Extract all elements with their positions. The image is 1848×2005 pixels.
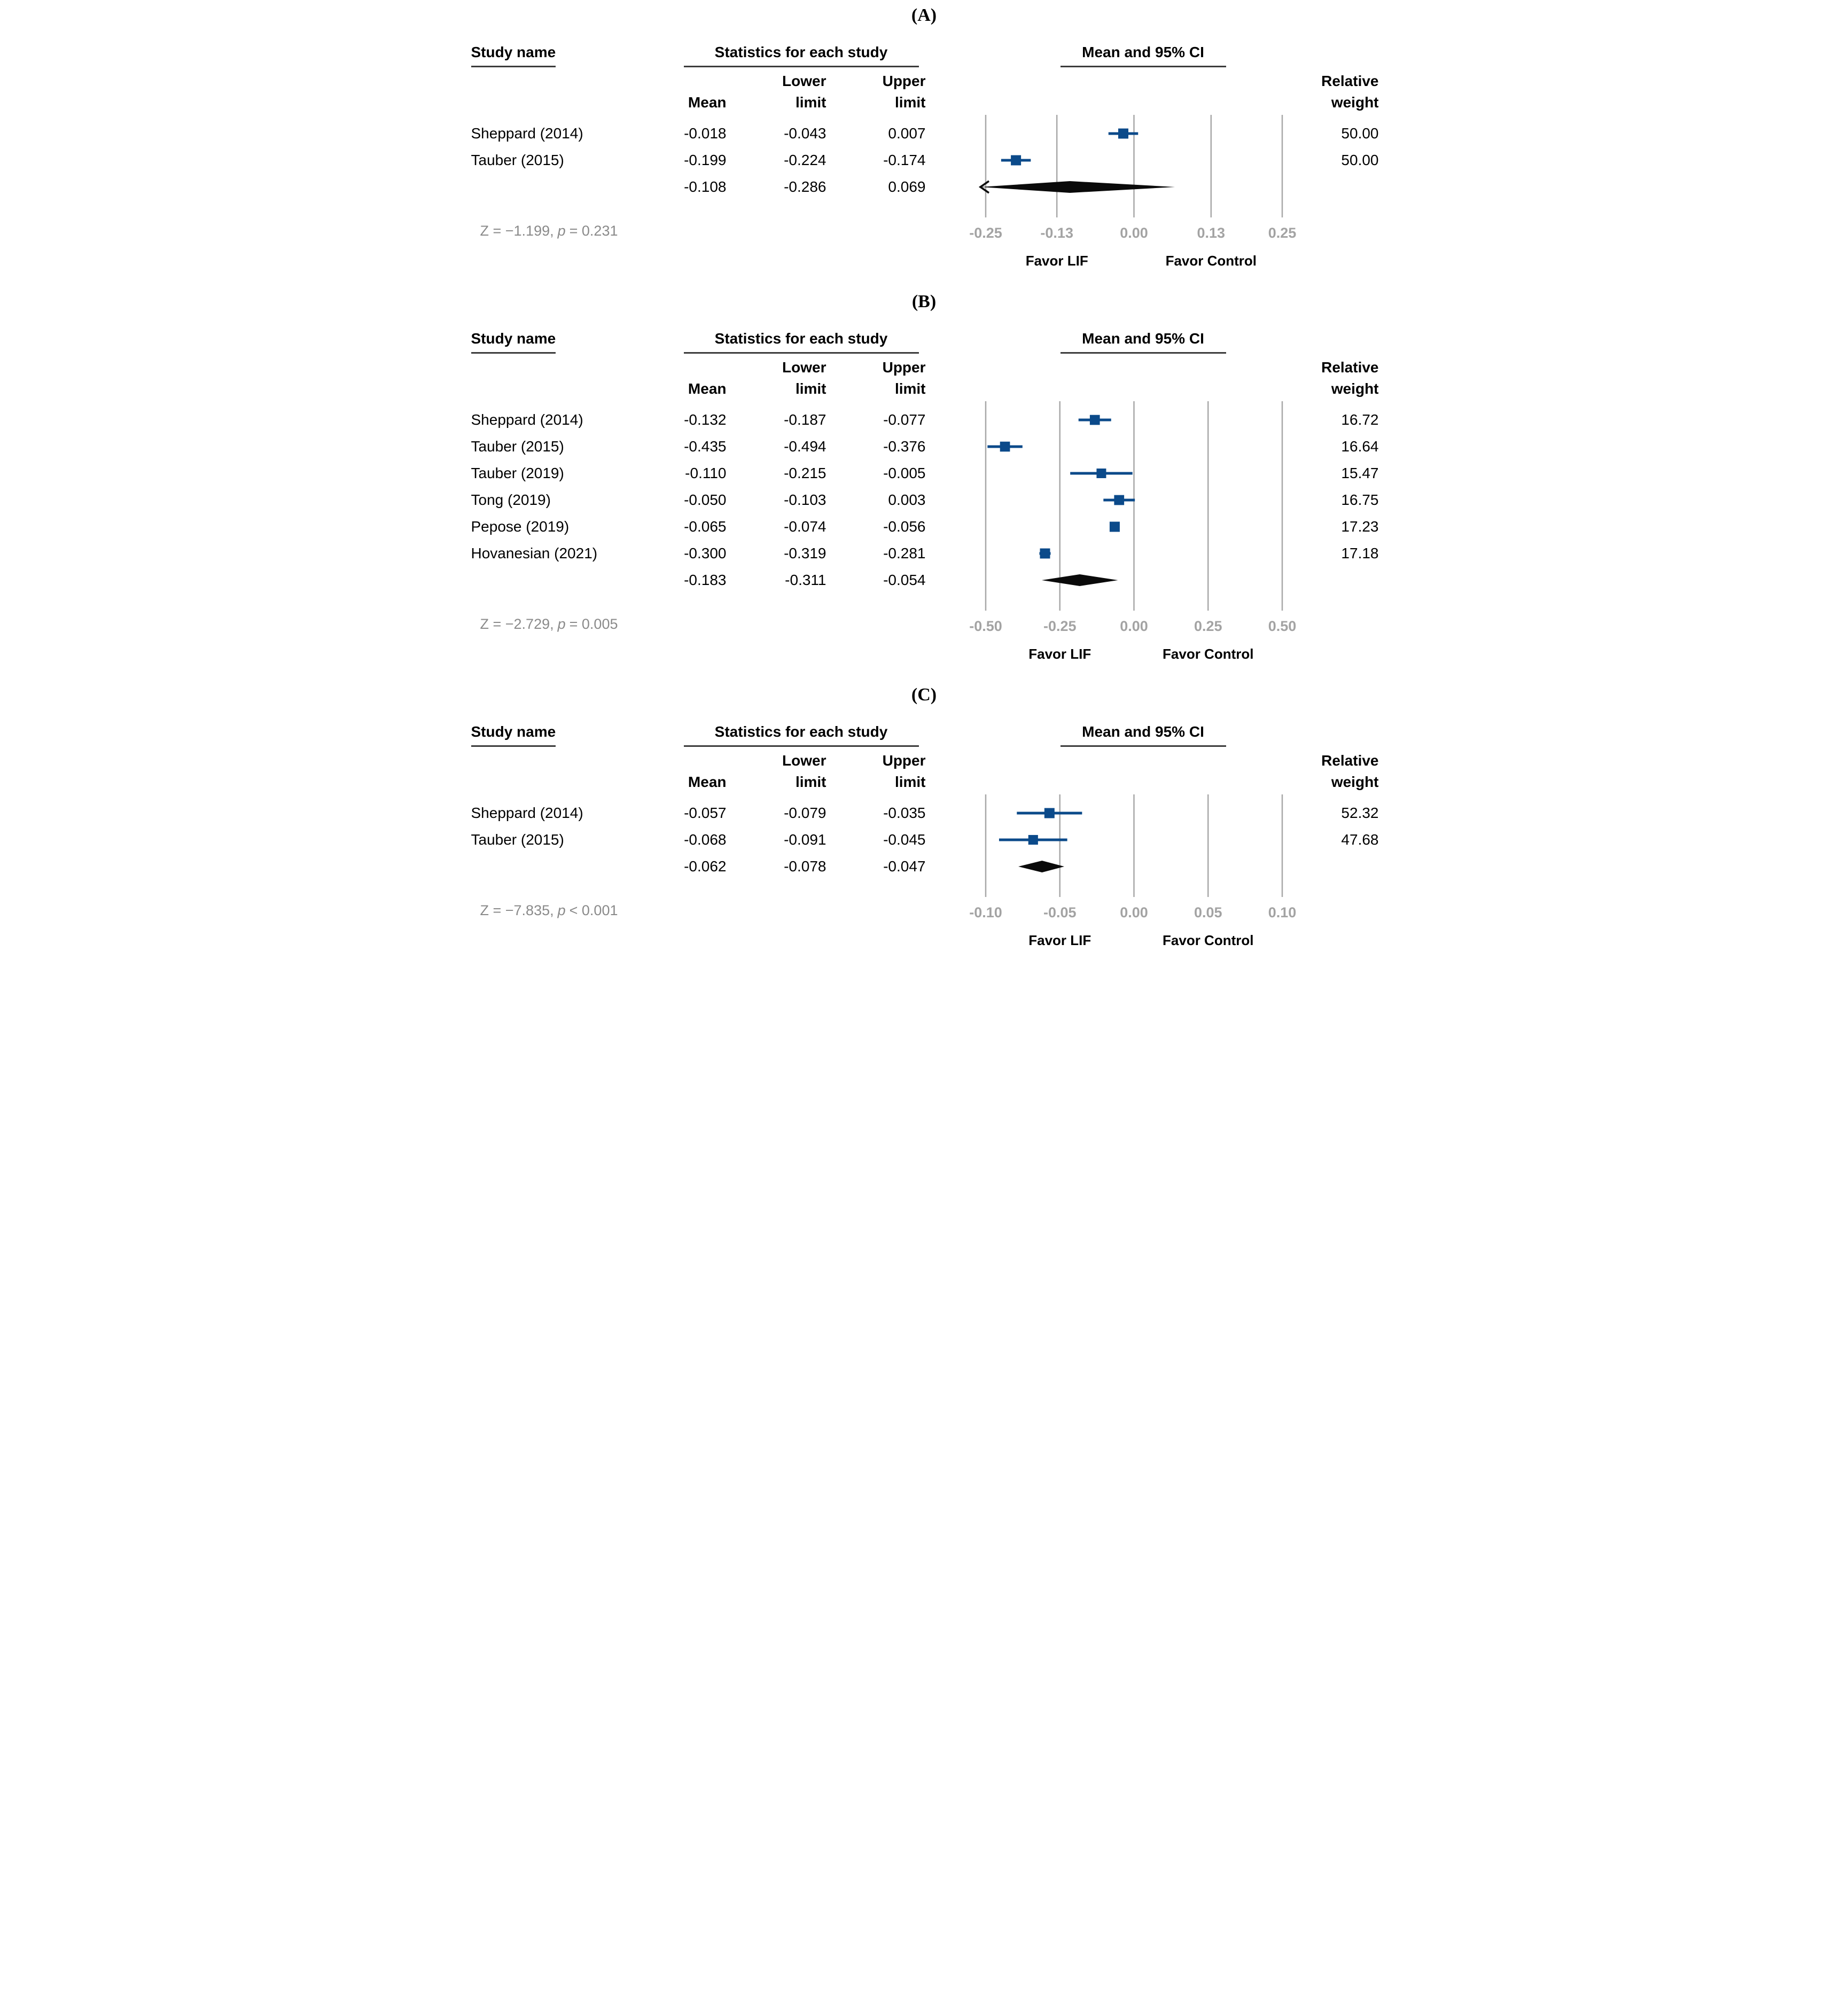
mean-value: -0.132 (684, 411, 727, 428)
lower-limit-value: -0.215 (784, 465, 826, 481)
column-header-statistics: Statistics for each study (683, 44, 919, 67)
panel-label-b: (B) (911, 292, 937, 311)
lower-limit-value: -0.187 (784, 411, 826, 428)
relative-weight-value: 16.64 (1341, 438, 1379, 455)
column-subheader-mean: Mean (688, 380, 727, 397)
lower-limit-value: -0.103 (784, 492, 826, 508)
study-name: Tauber (2015) (471, 152, 564, 168)
study-name: Sheppard (2014) (471, 125, 583, 142)
z-statistic: Z = −1.199, p = 0.231 (480, 223, 618, 239)
table-rows: Sheppard (2014) -0.018 -0.043 0.007 50.00 Tau… (462, 5, 1386, 278)
lower-limit-value: -0.079 (784, 805, 826, 821)
study-name: Tong (2019) (471, 492, 551, 508)
upper-limit-value: -0.376 (883, 438, 926, 455)
summary-upper-value: -0.054 (883, 572, 926, 588)
mean-value: -0.050 (684, 492, 727, 508)
study-name: Tauber (2015) (471, 438, 564, 455)
summary-upper-value: 0.069 (888, 178, 926, 195)
relative-weight-value: 15.47 (1341, 465, 1379, 481)
column-subheader-upper-limit: Upper limit (882, 359, 926, 397)
relative-weight-line2: weight (1331, 94, 1379, 111)
column-header-study-name: Study name (471, 723, 556, 747)
relative-weight-value: 50.00 (1341, 125, 1379, 142)
column-subheader-upper-limit: Upper limit (882, 752, 926, 790)
column-subheader-mean: Mean (688, 94, 727, 111)
lower-limit-value: -0.224 (784, 152, 826, 168)
lower-limit-value: -0.494 (784, 438, 826, 455)
table-rows: Sheppard (2014) -0.132 -0.187 -0.077 16.72 Ta… (462, 292, 1386, 671)
column-header-mean-95ci: Mean and 95% CI (1060, 330, 1226, 354)
summary-lower-value: -0.286 (784, 178, 826, 195)
mean-value: -0.199 (684, 152, 727, 168)
summary-mean-value: -0.108 (684, 178, 727, 195)
mean-value: -0.065 (684, 518, 727, 535)
upper-limit-value: -0.077 (883, 411, 926, 428)
relative-weight-value: 52.32 (1341, 805, 1379, 821)
relative-weight-value: 17.18 (1341, 545, 1379, 561)
column-header-relative-weight: Relative weight (1321, 750, 1378, 793)
study-name: Hovanesian (2021) (471, 545, 598, 561)
column-subheader-lower-limit: Lower limit (782, 752, 826, 790)
upper-limit-value: -0.005 (883, 465, 926, 481)
study-name: Tauber (2019) (471, 465, 564, 481)
mean-value: -0.110 (685, 465, 727, 481)
column-header-study-name: Study name (471, 330, 556, 354)
relative-weight-line2: weight (1331, 380, 1379, 397)
lower-limit-value: -0.319 (784, 545, 826, 561)
lower-limit-value: -0.043 (784, 125, 826, 142)
mean-value: -0.300 (684, 545, 727, 561)
z-statistic: Z = −2.729, p = 0.005 (480, 616, 618, 632)
summary-mean-value: -0.062 (684, 858, 727, 875)
column-subheader-lower-limit: Lower limit (782, 359, 826, 397)
panel-b: (B) Study name Statistics for each study… (462, 292, 1386, 671)
relative-weight-value: 50.00 (1341, 152, 1379, 168)
panel-label-c: (C) (911, 685, 937, 705)
summary-lower-value: -0.078 (784, 858, 826, 875)
z-statistic: Z = −7.835, p < 0.001 (480, 902, 618, 918)
upper-limit-value: -0.174 (883, 152, 926, 168)
column-subheader-mean: Mean (688, 774, 727, 790)
column-header-relative-weight: Relative weight (1321, 357, 1378, 400)
lower-limit-value: -0.074 (784, 518, 826, 535)
study-name: Sheppard (2014) (471, 805, 583, 821)
relative-weight-value: 17.23 (1341, 518, 1379, 535)
column-header-mean-95ci: Mean and 95% CI (1060, 723, 1226, 747)
upper-limit-value: -0.035 (883, 805, 926, 821)
upper-limit-value: -0.281 (883, 545, 926, 561)
summary-lower-value: -0.311 (785, 572, 826, 588)
mean-value: -0.057 (684, 805, 727, 821)
relative-weight-line1: Relative (1321, 73, 1379, 89)
mean-value: -0.018 (684, 125, 727, 142)
relative-weight-line2: weight (1331, 774, 1379, 790)
relative-weight-value: 47.68 (1341, 831, 1379, 848)
relative-weight-line1: Relative (1321, 359, 1379, 376)
relative-weight-value: 16.72 (1341, 411, 1379, 428)
relative-weight-line1: Relative (1321, 752, 1379, 769)
table-rows: Sheppard (2014) -0.057 -0.079 -0.035 52.32 Ta… (462, 685, 1386, 957)
summary-mean-value: -0.183 (684, 572, 727, 588)
study-name: Sheppard (2014) (471, 411, 583, 428)
relative-weight-value: 16.75 (1341, 492, 1379, 508)
column-subheader-upper-limit: Upper limit (882, 73, 926, 111)
panel-a: (A) Study name Statistics for each study… (462, 5, 1386, 278)
upper-limit-value: -0.056 (883, 518, 926, 535)
column-header-statistics: Statistics for each study (683, 723, 919, 747)
upper-limit-value: 0.007 (888, 125, 926, 142)
mean-value: -0.068 (684, 831, 727, 848)
summary-upper-value: -0.047 (883, 858, 926, 875)
column-header-statistics: Statistics for each study (683, 330, 919, 354)
panel-c: (C) Study name Statistics for each study… (462, 685, 1386, 957)
upper-limit-value: -0.045 (883, 831, 926, 848)
upper-limit-value: 0.003 (888, 492, 926, 508)
column-subheader-lower-limit: Lower limit (782, 73, 826, 111)
study-name: Pepose (2019) (471, 518, 570, 535)
mean-value: -0.435 (684, 438, 727, 455)
forest-plot-figure: (A) Study name Statistics for each study… (462, 0, 1386, 989)
column-header-study-name: Study name (471, 44, 556, 67)
column-header-relative-weight: Relative weight (1321, 71, 1378, 113)
panel-label-a: (A) (911, 5, 937, 25)
column-header-mean-95ci: Mean and 95% CI (1060, 44, 1226, 67)
lower-limit-value: -0.091 (784, 831, 826, 848)
study-name: Tauber (2015) (471, 831, 564, 848)
